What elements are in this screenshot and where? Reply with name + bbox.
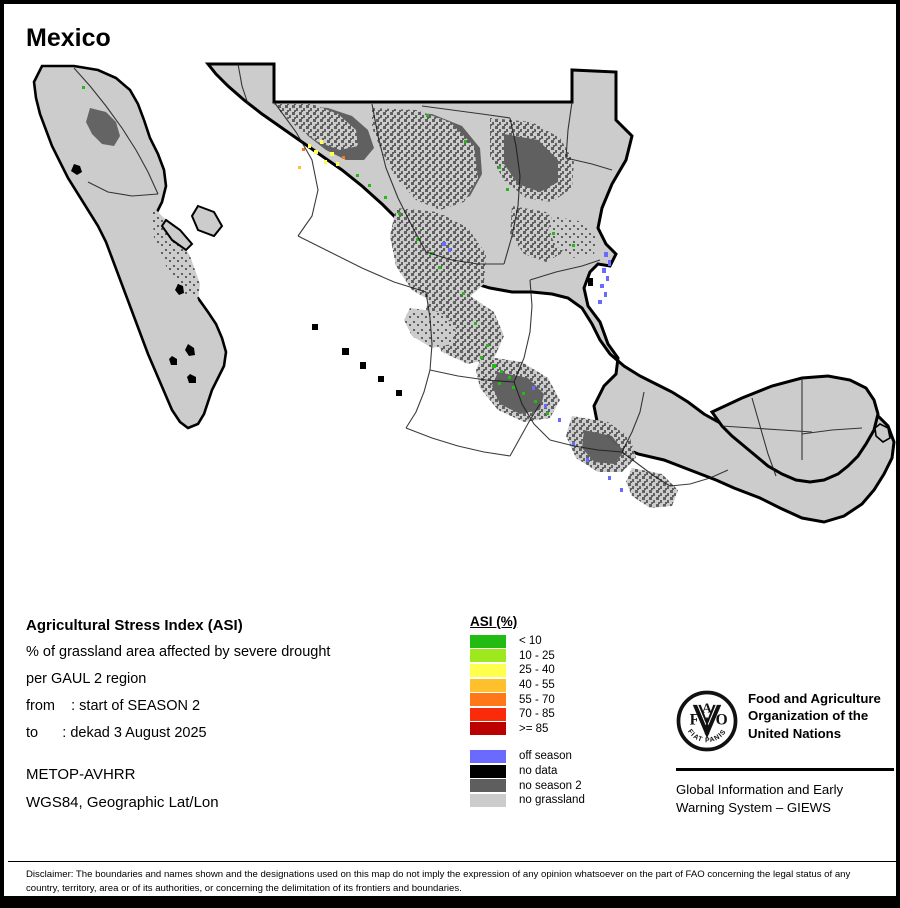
no-data-pixels xyxy=(312,278,593,396)
frame-bottom-bar xyxy=(4,896,896,904)
speckle-zacatecas xyxy=(426,292,504,364)
legend-label-no-data: no data xyxy=(519,765,558,778)
legend-label-no-season-2: no season 2 xyxy=(519,779,582,792)
asi-region-line: per GAUL 2 region xyxy=(26,671,147,687)
legend-item-no-grassland[interactable]: no grassland xyxy=(470,793,585,808)
speckle-tamaulipas xyxy=(548,216,598,258)
map-landmass xyxy=(32,62,896,524)
legend-title: ASI (%) xyxy=(470,614,518,629)
baja-california-peninsula xyxy=(32,64,228,430)
legend-item-gte85[interactable]: >= 85 xyxy=(470,722,585,737)
svg-text:F: F xyxy=(690,712,699,729)
asi-from-line: from : start of SEASON 2 xyxy=(26,698,201,714)
giews-line2: Warning System – GIEWS xyxy=(676,799,831,815)
speckle-chihuahua xyxy=(372,108,478,210)
legend-item-lt10[interactable]: < 10 xyxy=(470,634,585,649)
asi-heading: Agricultural Stress Index (ASI) xyxy=(26,617,243,634)
fao-name-line2: Organization of the xyxy=(748,708,869,724)
speckle-nayarit xyxy=(404,308,456,348)
legend-swatch-25-40 xyxy=(470,663,506,677)
off-season-pixels xyxy=(442,242,623,492)
map-legend: ASI (%) < 10 10 - 25 25 - 40 40 - 55 55 … xyxy=(470,614,585,808)
admin-boundaries xyxy=(73,63,863,487)
projection-line: WGS84, Geographic Lat/Lon xyxy=(26,794,219,811)
asi-metric-line: % of grassland area affected by severe d… xyxy=(26,644,331,660)
asi-class-pixels xyxy=(82,86,575,415)
fao-emblem-icon: F A O FIAT PANIS xyxy=(676,690,738,752)
legend-swatch-lt10 xyxy=(470,634,506,648)
fao-name-line1: Food and Agriculture xyxy=(748,691,881,706)
legend-swatch-70-85 xyxy=(470,707,506,721)
legend-spacer xyxy=(470,736,585,749)
no-season2-oaxaca xyxy=(582,430,624,464)
isla-tiburon xyxy=(190,204,224,238)
giews-system-name: Global Information and Early Warning Sys… xyxy=(676,781,894,817)
svg-text:A: A xyxy=(702,700,712,715)
fao-branding: F A O FIAT PANIS Food and Agriculture xyxy=(676,690,894,817)
legend-item-55-70[interactable]: 55 - 70 xyxy=(470,692,585,707)
svg-text:O: O xyxy=(716,712,728,729)
speckle-sonora xyxy=(274,104,358,150)
legend-label-lt10: < 10 xyxy=(519,635,542,648)
legend-label-10-25: 10 - 25 xyxy=(519,649,555,662)
giews-line1: Global Information and Early xyxy=(676,782,844,797)
legend-label-25-40: 25 - 40 xyxy=(519,664,555,677)
speckle-nuevo-leon xyxy=(510,206,564,262)
isla-espiritu-santo xyxy=(169,356,177,365)
legend-label-70-85: 70 - 85 xyxy=(519,708,555,721)
sensor-line: METOP-AVHRR xyxy=(26,766,136,783)
legend-swatch-no-season-2 xyxy=(470,779,506,793)
legend-item-no-season-2[interactable]: no season 2 xyxy=(470,778,585,793)
baja-no-season2-patch xyxy=(86,108,120,146)
fao-logo: F A O FIAT PANIS xyxy=(676,690,738,757)
legend-item-no-data[interactable]: no data xyxy=(470,764,585,779)
legend-label-off-season: off season xyxy=(519,750,572,763)
legend-item-70-85[interactable]: 70 - 85 xyxy=(470,707,585,722)
legend-label-55-70: 55 - 70 xyxy=(519,693,555,706)
disclaimer-divider xyxy=(8,861,896,862)
legend-item-off-season[interactable]: off season xyxy=(470,749,585,764)
isla-cedros xyxy=(71,164,82,175)
fao-organization-name: Food and Agriculture Organization of the… xyxy=(748,690,881,742)
page-title: Mexico xyxy=(26,24,111,52)
legend-swatch-off-season xyxy=(470,749,506,763)
legend-item-10-25[interactable]: 10 - 25 xyxy=(470,649,585,664)
legend-label-gte85: >= 85 xyxy=(519,722,549,735)
isla-cerralvo xyxy=(185,344,195,356)
disclaimer-text: Disclaimer: The boundaries and names sho… xyxy=(26,869,851,895)
legend-swatch-55-70 xyxy=(470,693,506,707)
map-figure[interactable] xyxy=(12,56,896,591)
isla-carmen xyxy=(175,284,184,295)
legend-swatch-10-25 xyxy=(470,649,506,663)
legend-swatch-gte85 xyxy=(470,722,506,736)
isla-angel-de-la-guarda xyxy=(160,218,194,252)
legend-swatch-40-55 xyxy=(470,678,506,692)
cozumel-island xyxy=(874,423,891,443)
fao-name-line3: United Nations xyxy=(748,725,842,741)
legend-label-40-55: 40 - 55 xyxy=(519,679,555,692)
speckle-chiapas xyxy=(626,468,678,508)
asi-to-line: to : dekad 3 August 2025 xyxy=(26,725,207,741)
legend-item-25-40[interactable]: 25 - 40 xyxy=(470,663,585,678)
legend-swatch-no-data xyxy=(470,764,506,778)
legend-label-no-grassland: no grassland xyxy=(519,794,585,807)
fao-divider xyxy=(676,768,894,771)
islas-revillagigedo xyxy=(187,374,196,383)
legend-swatch-no-grassland xyxy=(470,793,506,807)
legend-item-40-55[interactable]: 40 - 55 xyxy=(470,678,585,693)
info-spacer xyxy=(26,752,446,766)
asi-raster-layer xyxy=(274,104,678,508)
no-season2-coahuila xyxy=(504,134,558,192)
map-info-block: Agricultural Stress Index (ASI) % of gra… xyxy=(26,617,446,822)
mexico-map-svg[interactable] xyxy=(12,56,896,591)
